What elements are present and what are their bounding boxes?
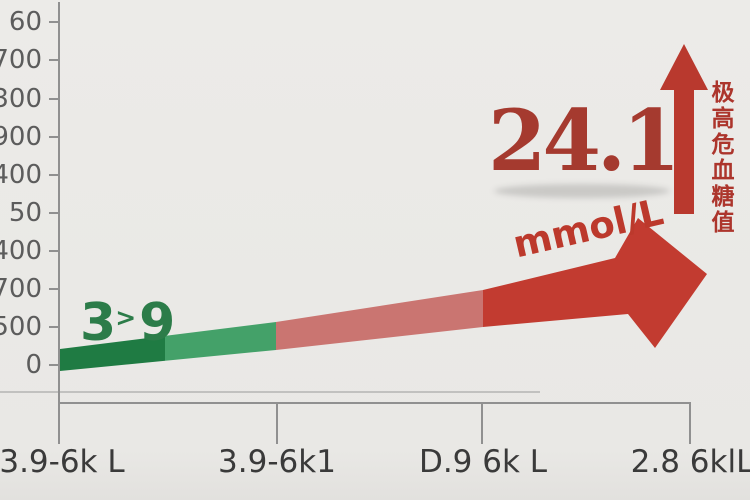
y-axis-tick-mark <box>49 326 59 328</box>
y-axis-line <box>58 2 60 444</box>
y-axis-tick-label: 500 <box>0 312 42 342</box>
range-high: 9 <box>139 293 175 353</box>
x-axis-tick-label: 3.9-6k1 <box>218 444 336 480</box>
y-axis-tick-mark <box>49 364 59 366</box>
y-axis-tick-label: 300 <box>0 84 42 114</box>
x-axis-line <box>59 402 691 404</box>
y-axis-tick-mark <box>49 288 59 290</box>
glucose-value: 24.1 <box>488 91 681 190</box>
range-low: 3 <box>80 293 116 353</box>
y-axis-tick-label: 900 <box>0 122 42 152</box>
y-axis-tick-mark <box>49 21 59 23</box>
x-axis-tick-mark <box>276 403 278 444</box>
axis-shadow-line <box>0 391 540 393</box>
y-axis-tick-label: 60 <box>8 7 42 37</box>
y-axis-tick-mark <box>49 212 59 214</box>
y-axis-tick-label: 700 <box>0 274 42 304</box>
y-axis-tick-mark <box>49 136 59 138</box>
up-arrow-icon <box>660 44 708 214</box>
y-axis-tick-label: 700 <box>0 45 42 75</box>
value-shadow <box>494 184 670 198</box>
y-axis-tick-label: 400 <box>0 236 42 266</box>
glucose-scale-arrow <box>60 218 707 371</box>
danger-char: 糖 <box>711 184 735 210</box>
danger-level-label: 极 高 危 血 糖 值 <box>704 80 742 236</box>
x-axis-tick-label: 2.8 6klL <box>630 444 750 480</box>
x-axis-tick-label: D.9 6k L <box>418 444 548 480</box>
danger-char: 血 <box>711 158 735 184</box>
greater-than-sign: > <box>115 303 137 332</box>
y-axis-tick-mark <box>49 98 59 100</box>
x-axis-tick-mark <box>481 403 483 444</box>
danger-char: 值 <box>711 210 735 236</box>
danger-char: 危 <box>711 132 735 158</box>
y-axis-tick-label: 400 <box>0 160 42 190</box>
y-axis-tick-label: 0 <box>25 350 42 380</box>
y-axis-tick-label: 50 <box>8 198 42 228</box>
x-axis-tick-label: 3.9-6k L <box>0 444 125 480</box>
normal-range-label: 3 >9 <box>80 297 175 349</box>
danger-char: 高 <box>711 106 735 132</box>
y-axis-tick-mark <box>49 59 59 61</box>
x-axis-tick-mark <box>689 403 691 444</box>
y-axis-tick-mark <box>49 174 59 176</box>
danger-char: 极 <box>711 80 735 106</box>
y-axis-tick-mark <box>49 250 59 252</box>
